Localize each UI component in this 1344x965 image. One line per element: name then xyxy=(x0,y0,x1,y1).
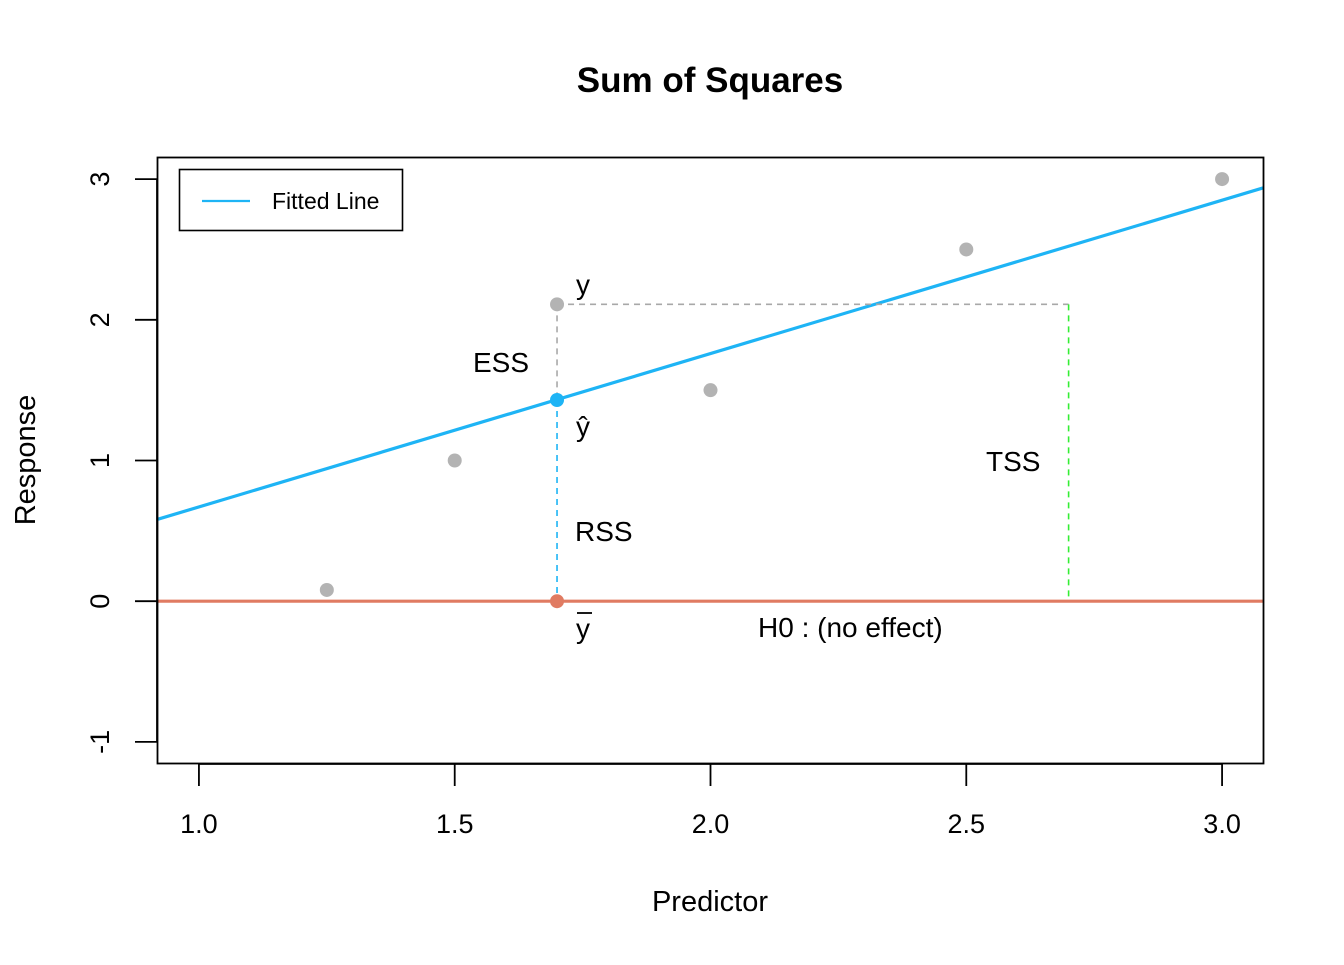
y-tick-label: 0 xyxy=(85,594,115,609)
label-y: y xyxy=(576,269,590,300)
chart-title: Sum of Squares xyxy=(577,61,843,100)
x-tick-label: 1.0 xyxy=(180,809,218,839)
data-point xyxy=(319,582,334,597)
data-point xyxy=(703,383,718,398)
label-ess: ESS xyxy=(473,347,529,378)
y-hat-point xyxy=(550,393,565,407)
plot-area xyxy=(158,172,1263,609)
x-tick-label: 1.5 xyxy=(436,809,474,839)
label-tss: TSS xyxy=(986,446,1040,477)
x-axis-title: Predictor xyxy=(652,886,768,918)
label-y-bar: y xyxy=(576,613,590,644)
y-axis-title: Response xyxy=(10,395,42,526)
label-rss: RSS xyxy=(575,516,633,547)
label-h0: H0 : (no effect) xyxy=(758,612,943,643)
y-axis: -1 0 1 2 3 xyxy=(85,172,158,754)
x-tick-label: 2.5 xyxy=(948,809,986,839)
annotations: y ŷ y ESS RSS TSS H0 : (no effect) xyxy=(473,269,1040,644)
x-tick-label: 3.0 xyxy=(1203,809,1241,839)
data-point xyxy=(1215,172,1230,187)
fitted-line xyxy=(158,186,1263,521)
x-tick-label: 2.0 xyxy=(692,809,730,839)
legend: Fitted Line xyxy=(178,168,404,232)
label-y-hat: ŷ xyxy=(576,411,590,442)
y-tick-label: 2 xyxy=(85,312,115,327)
x-axis: 1.0 1.5 2.0 2.5 3.0 xyxy=(180,763,1241,839)
data-point xyxy=(550,297,565,312)
data-point xyxy=(959,242,974,257)
y-bar-point xyxy=(550,594,565,609)
y-tick-label: -1 xyxy=(85,730,115,754)
y-tick-label: 1 xyxy=(85,453,115,468)
legend-label-fitted-line: Fitted Line xyxy=(272,188,379,214)
plot-frame xyxy=(156,156,1265,765)
data-point xyxy=(447,453,462,468)
y-tick-label: 3 xyxy=(85,172,115,187)
